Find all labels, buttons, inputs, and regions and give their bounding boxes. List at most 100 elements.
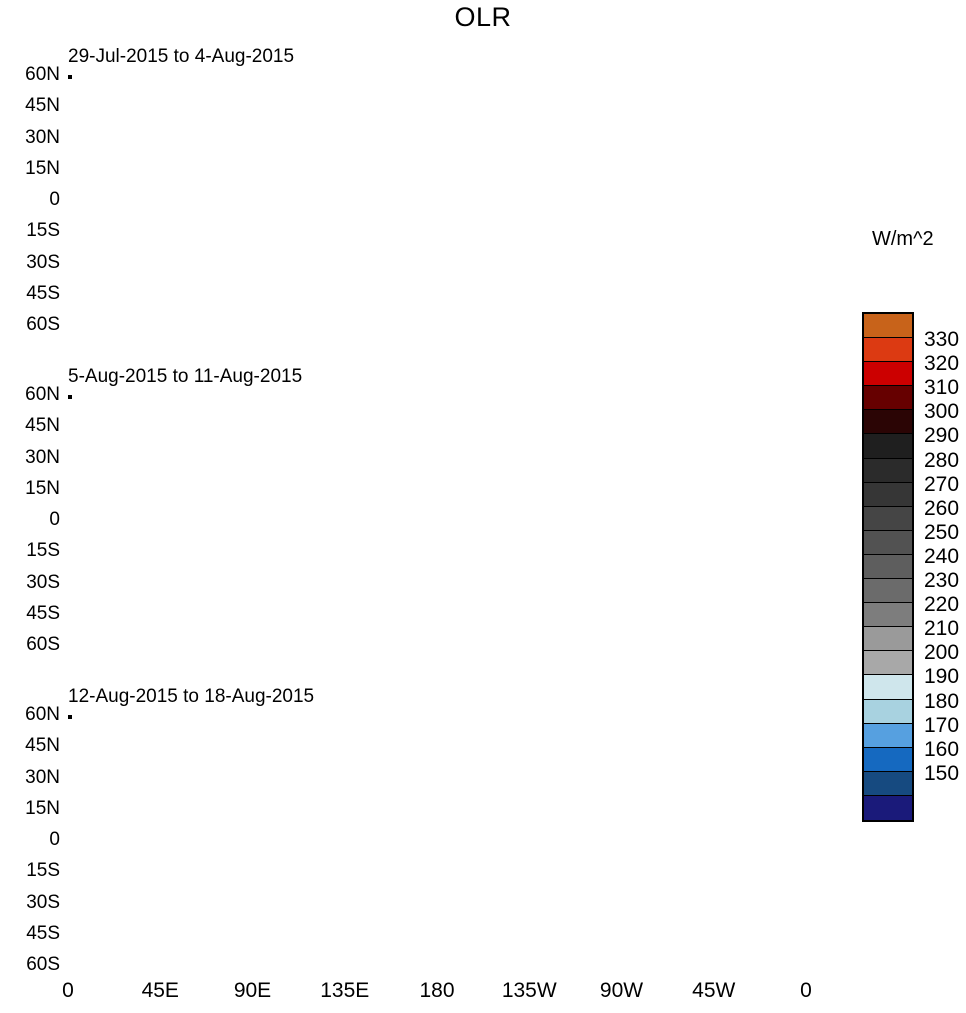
y-tick-label: 45N — [25, 95, 60, 117]
y-tick-label: 15S — [26, 540, 60, 562]
y-tick-label: 60S — [26, 314, 60, 335]
y-tick-label: 15N — [25, 797, 60, 819]
colorbar-tick-label: 250 — [924, 520, 960, 544]
panel-1: 29-Jul-2015 to 4-Aug-2015 60N 45N 30N 15N 0 1… — [25, 46, 806, 335]
colorbar-band — [864, 651, 912, 676]
colorbar-band — [864, 627, 912, 652]
y-tick-label: 30N — [25, 446, 60, 468]
colorbar-band — [864, 434, 912, 459]
x-tick-label: 90E — [233, 979, 272, 1002]
colorbar-tick-label: 260 — [924, 496, 960, 520]
y-tick-label: 15S — [26, 860, 60, 882]
y-tick-mark — [70, 76, 72, 78]
colorbar-band — [864, 362, 912, 387]
x-tick-mark — [69, 395, 71, 397]
x-tick-label: 135W — [501, 979, 557, 1002]
y-tick-label: 60S — [26, 634, 60, 655]
panel-2-title: 5-Aug-2015 to 11-Aug-2015 — [68, 366, 303, 387]
y-tick-label: 45S — [26, 282, 60, 304]
colorbar-tick-label: 240 — [924, 544, 960, 568]
y-tick-mark — [70, 396, 72, 398]
colorbar-band — [864, 530, 912, 555]
y-tick-label: 0 — [49, 189, 60, 210]
x-tick-mark — [69, 77, 71, 79]
colorbar-tick-label: 150 — [924, 761, 960, 785]
y-tick-label: 30S — [26, 251, 60, 273]
page-title: OLR — [454, 2, 512, 32]
y-tick-label: 15N — [25, 157, 60, 179]
y-tick-label: 30S — [26, 891, 60, 913]
colorbar-tick-label: 280 — [924, 448, 960, 472]
colorbar-band — [864, 603, 912, 628]
colorbar-tick-label: 190 — [924, 665, 960, 689]
y-tick-label: 45S — [26, 602, 60, 624]
colorbar-band — [864, 699, 912, 724]
colorbar-band — [864, 506, 912, 531]
y-tick-label: 60N — [25, 704, 60, 725]
panel-3-title: 12-Aug-2015 to 18-Aug-2015 — [68, 686, 315, 707]
y-tick-label: 45S — [26, 922, 60, 944]
y-tick-mark — [68, 76, 70, 78]
panel-1-title: 29-Jul-2015 to 4-Aug-2015 — [68, 46, 295, 67]
colorbar-tick-label: 320 — [924, 352, 960, 376]
y-tick-mark — [68, 716, 70, 718]
panel-3-map[interactable] — [68, 715, 72, 719]
x-tick-label: 45W — [692, 979, 736, 1002]
x-tick-label: 45E — [141, 979, 179, 1002]
x-tick-mark — [69, 75, 71, 77]
x-tick-label: 135E — [320, 979, 370, 1002]
colorbar[interactable]: 330 320 310 300 290 280 270 260 250 240 230 220 210 2… — [862, 312, 959, 822]
panel-2: 5-Aug-2015 to 11-Aug-2015 60N 45N 30N 15N 0 1… — [25, 366, 806, 655]
colorbar-band — [864, 410, 912, 435]
colorbar-band — [864, 675, 912, 700]
y-tick-label: 0 — [49, 829, 60, 850]
colorbar-band — [864, 747, 912, 772]
colorbar-band — [864, 795, 912, 820]
y-tick-label: 15S — [26, 220, 60, 242]
y-tick-label: 30N — [25, 126, 60, 148]
colorbar-tick-label: 230 — [924, 569, 960, 593]
y-tick-label: 60N — [25, 64, 60, 85]
colorbar-tick-label: 330 — [924, 328, 960, 352]
x-tick-label: 90W — [599, 979, 644, 1002]
colorbar-tick-label: 310 — [924, 376, 960, 400]
y-tick-label: 0 — [49, 509, 60, 530]
x-tick-mark — [69, 717, 71, 719]
colorbar-tick-label: 300 — [924, 400, 960, 424]
colorbar-tick-label: 200 — [924, 641, 960, 665]
panel-1-map[interactable] — [68, 75, 72, 79]
colorbar-band — [864, 458, 912, 483]
panel-2-map[interactable] — [68, 395, 72, 399]
colorbar-band — [864, 338, 912, 363]
x-tick-mark — [69, 715, 71, 717]
x-tick-label: 0 — [800, 979, 812, 1002]
colorbar-band — [864, 386, 912, 411]
colorbar-tick-label: 210 — [924, 617, 960, 641]
colorbar-band — [864, 579, 912, 604]
colorbar-tick-label: 170 — [924, 713, 960, 737]
y-tick-label: 30N — [25, 766, 60, 788]
colorbar-tick-label: 220 — [924, 593, 960, 617]
y-tick-label: 60S — [26, 954, 60, 975]
colorbar-tick-label: 270 — [924, 472, 960, 496]
colorbar-tick-label: 180 — [924, 689, 960, 713]
y-tick-label: 45N — [25, 415, 60, 437]
y-tick-mark — [70, 716, 72, 718]
x-tick-label: 180 — [419, 979, 455, 1002]
colorbar-units-label: W/m^2 — [872, 228, 934, 250]
y-tick-label: 45N — [25, 735, 60, 757]
y-tick-label: 15N — [25, 477, 60, 499]
x-tick-label: 0 — [62, 979, 74, 1002]
y-tick-mark — [68, 396, 70, 398]
x-tick-mark — [69, 397, 71, 399]
y-tick-label: 60N — [25, 384, 60, 405]
colorbar-band — [864, 554, 912, 580]
colorbar-band — [864, 482, 912, 507]
colorbar-band — [864, 771, 912, 796]
y-tick-label: 30S — [26, 571, 60, 593]
colorbar-band — [864, 723, 912, 748]
panel-3: 12-Aug-2015 to 18-Aug-2015 60N 45N 30N 15N 0… — [25, 686, 812, 1002]
colorbar-tick-label: 160 — [924, 737, 960, 761]
colorbar-tick-label: 290 — [924, 424, 960, 448]
